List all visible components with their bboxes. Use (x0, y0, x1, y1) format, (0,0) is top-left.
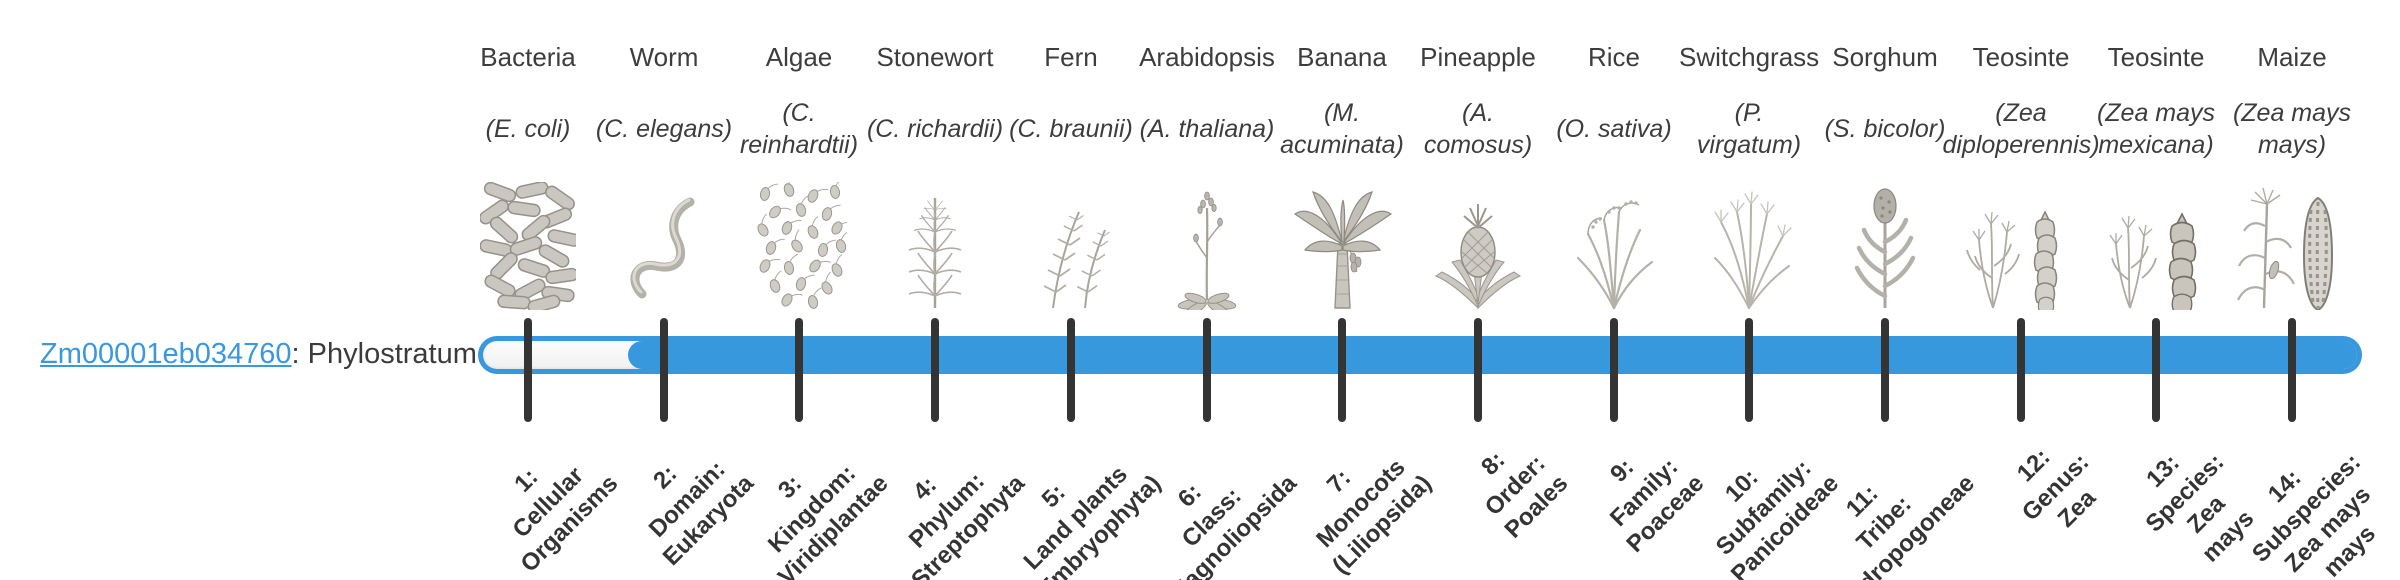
organism-species: (S. bicolor) (1824, 114, 1946, 143)
algae-icon (729, 174, 869, 310)
timeline-tick (2017, 318, 2025, 422)
organism-name: Maize (2257, 42, 2327, 72)
organism-name: Stonewort (876, 42, 994, 72)
stratum-column-8: Pineapple (A. comosus) (1408, 0, 1573, 580)
organism-species: (A. thaliana) (1139, 114, 1275, 143)
organism-name: Sorghum (1832, 42, 1938, 72)
rice-icon (1544, 174, 1684, 310)
organism-name: Algae (765, 42, 833, 72)
stratum-column-14: Maize (Zea mays mays) 14: S (2222, 0, 2381, 580)
organism-species: (C. braunii) (1009, 114, 1133, 143)
stratum-label: 14: Subspecies: Zea mays mays (2246, 448, 2381, 580)
stratum-column-2: Worm (C. elegans) 2: Domain: Eukaryota (594, 0, 759, 580)
organism-name: Rice (1587, 42, 1640, 72)
timeline-tick (1203, 318, 1211, 422)
organism-species: (Zea mays mays) (2232, 98, 2352, 160)
timeline-tick (2288, 318, 2296, 422)
organism-species: (A. comosus) (1423, 98, 1533, 160)
stratum-column-1: Bacteria (E. coli) 1: Cellular Organisms (458, 0, 623, 580)
organism-name: Arabidopsis (1139, 42, 1275, 72)
organism-name: Pineapple (1420, 42, 1536, 72)
stratum-column-13: Teosinte (Zea mays mexicana) (2086, 0, 2260, 580)
organism-name: Switchgrass (1679, 42, 1820, 72)
stratum-column-9: Rice (O. sativa) 9: Family: Poac (1544, 0, 1709, 580)
worm-icon (594, 174, 734, 310)
banana-icon (1272, 174, 1412, 310)
organism-species: (C. elegans) (595, 114, 733, 143)
timeline-tick (2152, 318, 2160, 422)
timeline-tick (1610, 318, 1618, 422)
stratum-column-5: Fern (C. braunii) 5: Land plants (Embryo… (1001, 0, 1166, 580)
organism-species: (E. coli) (485, 114, 571, 143)
organism-species: (M. acuminata) (1280, 98, 1404, 160)
organism-species: (O. sativa) (1556, 114, 1672, 143)
organism-species: (C. richardii) (866, 114, 1004, 143)
organism-species: (P. virgatum) (1696, 98, 1802, 160)
pineapple-icon (1408, 174, 1548, 310)
stratum-column-6: Arabidopsis (A. thaliana) (1137, 0, 1302, 580)
maize-icon (2222, 174, 2362, 310)
bacteria-icon (458, 174, 598, 310)
stratum-column-7: Banana (M. acuminata) (1272, 0, 1437, 580)
organism-name: Bacteria (480, 42, 576, 72)
bar-filled-region (628, 341, 2357, 369)
sorghum-icon (1815, 174, 1955, 310)
timeline-tick (1067, 318, 1075, 422)
gene-phylostratum-text: : Phylostratum 2 (291, 338, 502, 370)
timeline-tick (1338, 318, 1346, 422)
organism-name: Teosinte (2107, 42, 2205, 72)
timeline-tick (524, 318, 532, 422)
stratum-column-12: Teosinte (Zea diploperennis) (1942, 0, 2101, 580)
organism-species: (Zea diploperennis) (1942, 98, 2100, 160)
organism-name: Banana (1297, 42, 1387, 72)
gene-id-link[interactable]: Zm00001eb034760 (40, 338, 292, 370)
switchgrass-icon (1679, 174, 1819, 310)
timeline-tick (1474, 318, 1482, 422)
teosinte-mexicana-icon (2086, 174, 2226, 310)
stratum-column-11: Sorghum (S. bicolor) 11: Tribe: Andropog… (1815, 0, 1981, 580)
timeline-tick (1745, 318, 1753, 422)
timeline-tick (931, 318, 939, 422)
timeline-tick (1881, 318, 1889, 422)
stratum-column-10: Switchgrass (P. virgatum) 10 (1679, 0, 1844, 580)
organism-name: Worm (629, 42, 699, 72)
stratum-column-3: Algae (C. reinhardtii) 3: Kingdom: Virid… (729, 0, 894, 580)
stratum-column-4: Stonewort (C. richardii) 4: Phylum: Stre… (865, 0, 1030, 580)
organism-species: (Zea mays mexicana) (2096, 98, 2216, 160)
organism-species: (C. reinhardtii) (739, 98, 859, 160)
timeline-tick (660, 318, 668, 422)
gene-label: Zm00001eb034760: Phylostratum 2 (40, 338, 501, 371)
arabidopsis-icon (1137, 174, 1277, 310)
teosinte-diploperennis-icon (1951, 174, 2091, 310)
organism-name: Teosinte (1972, 42, 2070, 72)
timeline-tick (795, 318, 803, 422)
fern-icon (1001, 174, 1141, 310)
organism-name: Fern (1044, 42, 1098, 72)
stonewort-icon (865, 174, 1005, 310)
